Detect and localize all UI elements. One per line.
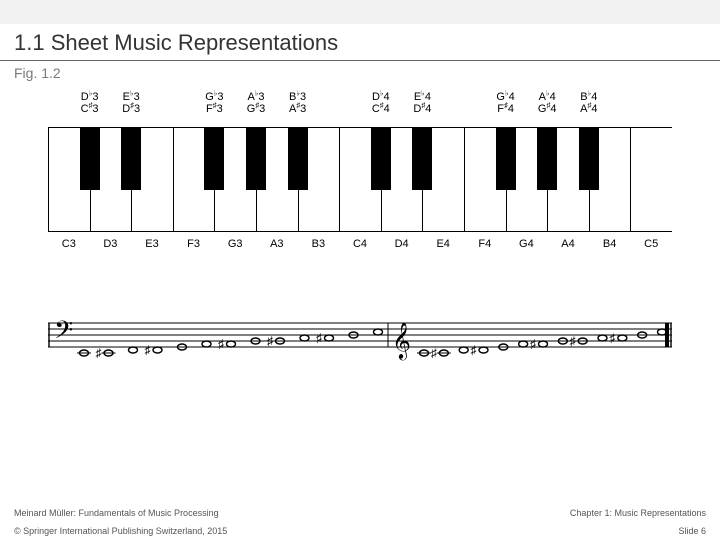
black-key-label: E♭3D♯3 bbox=[113, 91, 149, 115]
white-key-label: C4 bbox=[339, 238, 381, 250]
black-key-label: B♭3A♯3 bbox=[280, 91, 316, 115]
slide-footer: Meinard Müller: Fundamentals of Music Pr… bbox=[0, 504, 720, 540]
svg-text:♯: ♯ bbox=[570, 334, 576, 348]
svg-text:♯: ♯ bbox=[96, 346, 102, 360]
white-key-label: C5 bbox=[630, 238, 672, 250]
piano-keyboard bbox=[48, 127, 672, 232]
black-key-label: D♭4C♯4 bbox=[363, 91, 399, 115]
svg-text:𝄢: 𝄢 bbox=[54, 317, 73, 350]
black-key-label: B♭4A♯4 bbox=[571, 91, 607, 115]
white-key-label: G4 bbox=[506, 238, 548, 250]
white-key-label: A4 bbox=[547, 238, 589, 250]
black-key bbox=[121, 128, 141, 190]
black-key bbox=[246, 128, 266, 190]
footer-chapter: Chapter 1: Music Representations bbox=[570, 508, 706, 518]
black-key bbox=[496, 128, 516, 190]
svg-text:♯: ♯ bbox=[316, 331, 322, 345]
topbar bbox=[0, 0, 720, 24]
figure-label: Fig. 1.2 bbox=[0, 65, 720, 91]
black-key bbox=[537, 128, 557, 190]
black-key bbox=[371, 128, 391, 190]
black-key bbox=[288, 128, 308, 190]
black-key bbox=[80, 128, 100, 190]
figure-content: D♭3C♯3E♭3D♯3 G♭3F♯3A♭3G♯3B♭3A♯3 D♭4C♯4E♭4D… bbox=[0, 91, 720, 383]
white-key-label: A3 bbox=[256, 238, 298, 250]
black-key-label: G♭4F♯4 bbox=[488, 91, 524, 115]
svg-text:♯: ♯ bbox=[145, 343, 151, 357]
black-key-label: E♭4D♯4 bbox=[404, 91, 440, 115]
svg-text:♯: ♯ bbox=[471, 343, 477, 357]
svg-text:♯: ♯ bbox=[609, 331, 615, 345]
white-key bbox=[630, 128, 672, 231]
black-key-label: A♭3G♯3 bbox=[238, 91, 274, 115]
black-key bbox=[204, 128, 224, 190]
white-key-label: C3 bbox=[48, 238, 90, 250]
white-key-labels: C3D3E3F3G3A3B3C4D4E4F4G4A4B4C5 bbox=[48, 238, 672, 258]
white-key-label: F4 bbox=[464, 238, 506, 250]
footer-copyright: © Springer International Publishing Swit… bbox=[14, 526, 227, 536]
page-title: 1.1 Sheet Music Representations bbox=[0, 24, 720, 61]
black-key-label: A♭4G♯4 bbox=[529, 91, 565, 115]
white-key-label: D3 bbox=[90, 238, 132, 250]
white-key-label: B4 bbox=[589, 238, 631, 250]
white-key-label: D4 bbox=[381, 238, 423, 250]
svg-text:♯: ♯ bbox=[431, 346, 437, 360]
staff-svg: 𝄢 ♯ ♯ ♯ ♯ ♯ 𝄞 ♯ ♯ ♯ ♯ ♯ bbox=[48, 298, 672, 378]
footer-author: Meinard Müller: Fundamentals of Music Pr… bbox=[14, 508, 219, 518]
svg-text:♯: ♯ bbox=[267, 334, 273, 348]
black-key bbox=[579, 128, 599, 190]
white-key-label: F3 bbox=[173, 238, 215, 250]
svg-text:♯: ♯ bbox=[218, 337, 224, 351]
black-key bbox=[412, 128, 432, 190]
svg-text:♯: ♯ bbox=[530, 337, 536, 351]
svg-text:𝄞: 𝄞 bbox=[392, 322, 411, 360]
white-key-label: E3 bbox=[131, 238, 173, 250]
music-staff: 𝄢 ♯ ♯ ♯ ♯ ♯ 𝄞 ♯ ♯ ♯ ♯ ♯ bbox=[48, 298, 672, 383]
black-key-label: G♭3F♯3 bbox=[196, 91, 232, 115]
black-key-labels: D♭3C♯3E♭3D♯3 G♭3F♯3A♭3G♯3B♭3A♯3 D♭4C♯4E♭4D… bbox=[48, 91, 672, 127]
footer-slide: Slide 6 bbox=[678, 526, 706, 536]
white-key-label: E4 bbox=[422, 238, 464, 250]
black-key-label: D♭3C♯3 bbox=[72, 91, 108, 115]
white-key-label: G3 bbox=[214, 238, 256, 250]
white-key-label: B3 bbox=[298, 238, 340, 250]
